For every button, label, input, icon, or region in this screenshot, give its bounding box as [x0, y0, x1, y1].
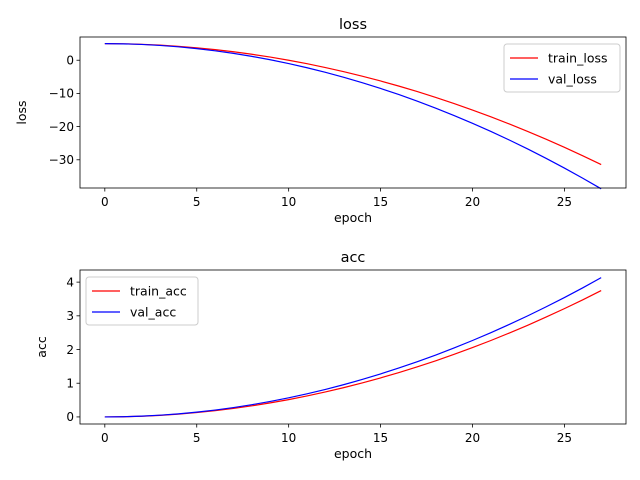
legend-box [85, 276, 199, 326]
x-axis-label: epoch [334, 210, 372, 225]
x-tick-label: 10 [281, 195, 296, 209]
series-line-val_acc [104, 277, 602, 418]
x-tick-label: 5 [193, 431, 201, 445]
y-tick-label: 4 [66, 275, 74, 289]
y-tick-label: 2 [66, 343, 74, 357]
chart-1: acc 0 5 10 15 20 25 0 1 2 3 4 epoch acc train_acc val_a… [34, 250, 627, 461]
y-tick-label: 3 [66, 309, 74, 323]
y-tick-label: −20 [49, 120, 74, 134]
chart-title: acc [341, 250, 366, 266]
y-axis-label: acc [34, 336, 49, 358]
legend: train_acc val_acc [85, 276, 199, 326]
plot-frame [79, 269, 627, 425]
x-tick-label: 15 [373, 195, 388, 209]
plot-frame [79, 36, 627, 189]
x-axis-label: epoch [334, 446, 372, 461]
series-line-train_loss [104, 43, 602, 166]
x-tick-label: 0 [101, 431, 109, 445]
x-tick-label: 10 [281, 431, 296, 445]
x-tick-label: 25 [557, 431, 572, 445]
x-tick-label: 20 [465, 431, 480, 445]
x-tick-label: 0 [101, 195, 109, 209]
y-axis-label: loss [14, 100, 29, 124]
legend-label: val_loss [548, 72, 597, 87]
y-tick-label: −30 [49, 153, 74, 167]
y-tick-label: 0 [66, 54, 74, 68]
legend: train_loss val_loss [503, 43, 621, 93]
series-line-val_loss [104, 43, 602, 190]
chart-title: loss [339, 17, 367, 33]
legend-label: val_acc [130, 305, 176, 320]
chart-0: loss 0 5 10 15 20 25 0 −10 −20 −30 epoch loss train_l… [14, 17, 627, 225]
y-tick-label: −10 [49, 87, 74, 101]
y-tick-label: 1 [66, 377, 74, 391]
x-tick-label: 25 [557, 195, 572, 209]
x-tick-label: 20 [465, 195, 480, 209]
x-tick-label: 5 [193, 195, 201, 209]
y-tick-label: 0 [66, 410, 74, 424]
legend-box [503, 43, 621, 93]
legend-label: train_acc [130, 284, 187, 299]
x-tick-label: 15 [373, 431, 388, 445]
legend-label: train_loss [548, 51, 608, 66]
